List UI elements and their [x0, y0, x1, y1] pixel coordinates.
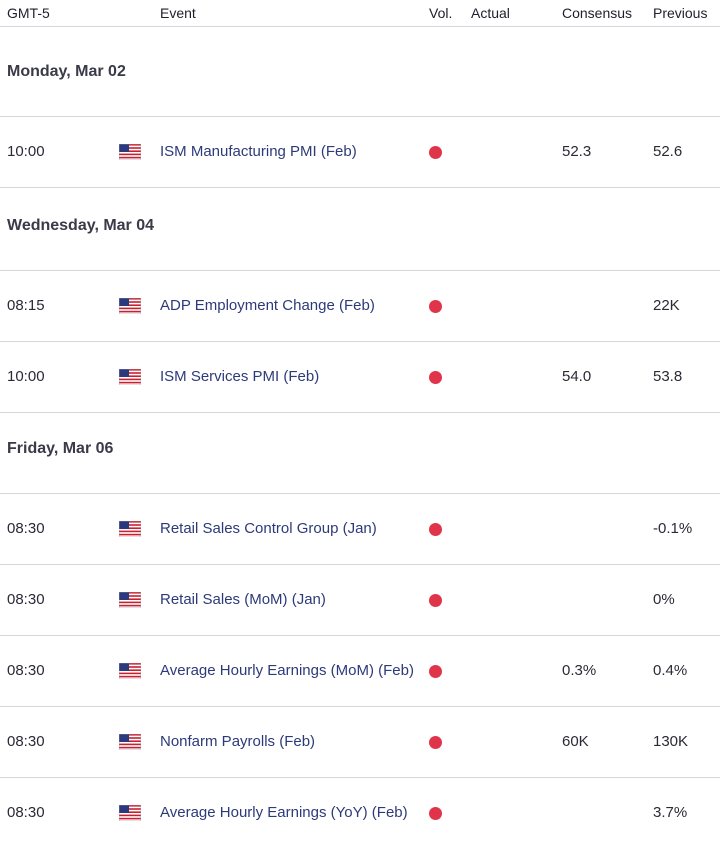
us-flag-icon — [119, 521, 141, 537]
event-time: 08:30 — [7, 804, 45, 821]
event-consensus: 52.3 — [562, 143, 592, 160]
event-name[interactable]: ISM Services PMI (Feb) — [160, 368, 320, 385]
event-time: 10:00 — [7, 143, 45, 160]
event-time: 08:30 — [7, 591, 45, 608]
event-previous: 53.8 — [653, 368, 683, 385]
high-volatility-dot-icon — [429, 665, 442, 678]
event-name[interactable]: Nonfarm Payrolls (Feb) — [160, 733, 316, 750]
event-name[interactable]: Retail Sales Control Group (Jan) — [160, 520, 377, 537]
high-volatility-dot-icon — [429, 523, 442, 536]
day-label: Wednesday, Mar 04 — [7, 217, 155, 234]
event-previous: 52.6 — [653, 143, 683, 160]
day-header: Friday, Mar 06 — [0, 404, 720, 494]
event-consensus: 0.3% — [562, 662, 597, 679]
day-label: Monday, Mar 02 — [7, 63, 126, 80]
event-time: 08:30 — [7, 520, 45, 537]
us-flag-icon — [119, 298, 141, 314]
us-flag-icon — [119, 144, 141, 160]
event-previous: 22K — [653, 297, 680, 314]
header-event: Event — [160, 5, 196, 21]
event-consensus: 54.0 — [562, 368, 592, 385]
us-flag-icon — [119, 663, 141, 679]
header-previous: Previous — [653, 5, 708, 21]
event-name[interactable]: ISM Manufacturing PMI (Feb) — [160, 143, 357, 160]
event-time: 08:30 — [7, 662, 45, 679]
high-volatility-dot-icon — [429, 300, 442, 313]
header-vol: Vol. — [429, 5, 453, 21]
event-name[interactable]: ADP Employment Change (Feb) — [160, 297, 375, 314]
calendar-header: GMT-5 Event Vol. Actual Consensus Previo… — [0, 0, 720, 27]
high-volatility-dot-icon — [429, 371, 442, 384]
high-volatility-dot-icon — [429, 736, 442, 749]
event-row[interactable]: 08:30 Retail Sales (MoM) (Jan) 0% — [0, 565, 720, 636]
us-flag-icon — [119, 805, 141, 821]
us-flag-icon — [119, 734, 141, 750]
day-header: Wednesday, Mar 04 — [0, 181, 720, 271]
event-row[interactable]: 08:30 Nonfarm Payrolls (Feb) 60K 130K — [0, 707, 720, 778]
event-time: 08:15 — [7, 297, 45, 314]
high-volatility-dot-icon — [429, 146, 442, 159]
event-previous: 3.7% — [653, 804, 688, 821]
event-previous: 0.4% — [653, 662, 688, 679]
us-flag-icon — [119, 369, 141, 385]
event-previous: 130K — [653, 733, 689, 750]
event-row[interactable]: 10:00 ISM Manufacturing PMI (Feb) 52.3 5… — [0, 117, 720, 188]
event-name[interactable]: Average Hourly Earnings (MoM) (Feb) — [160, 662, 414, 679]
high-volatility-dot-icon — [429, 807, 442, 820]
event-row[interactable]: 08:30 Average Hourly Earnings (YoY) (Feb… — [0, 778, 720, 849]
event-previous: -0.1% — [653, 520, 693, 537]
header-timezone: GMT-5 — [7, 5, 50, 21]
day-label: Friday, Mar 06 — [7, 440, 114, 457]
us-flag-icon — [119, 592, 141, 608]
day-header: Monday, Mar 02 — [0, 27, 720, 117]
event-consensus: 60K — [562, 733, 589, 750]
event-row[interactable]: 08:30 Retail Sales Control Group (Jan) -… — [0, 494, 720, 565]
high-volatility-dot-icon — [429, 594, 442, 607]
event-name[interactable]: Average Hourly Earnings (YoY) (Feb) — [160, 804, 408, 821]
event-row[interactable]: 10:00 ISM Services PMI (Feb) 54.0 53.8 — [0, 342, 720, 413]
header-actual: Actual — [471, 5, 510, 21]
event-name[interactable]: Retail Sales (MoM) (Jan) — [160, 591, 326, 608]
event-row[interactable]: 08:15 ADP Employment Change (Feb) 22K — [0, 271, 720, 342]
event-time: 08:30 — [7, 733, 45, 750]
event-previous: 0% — [653, 591, 675, 608]
event-row[interactable]: 08:30 Average Hourly Earnings (MoM) (Feb… — [0, 636, 720, 707]
event-time: 10:00 — [7, 368, 45, 385]
header-consensus: Consensus — [562, 5, 633, 21]
